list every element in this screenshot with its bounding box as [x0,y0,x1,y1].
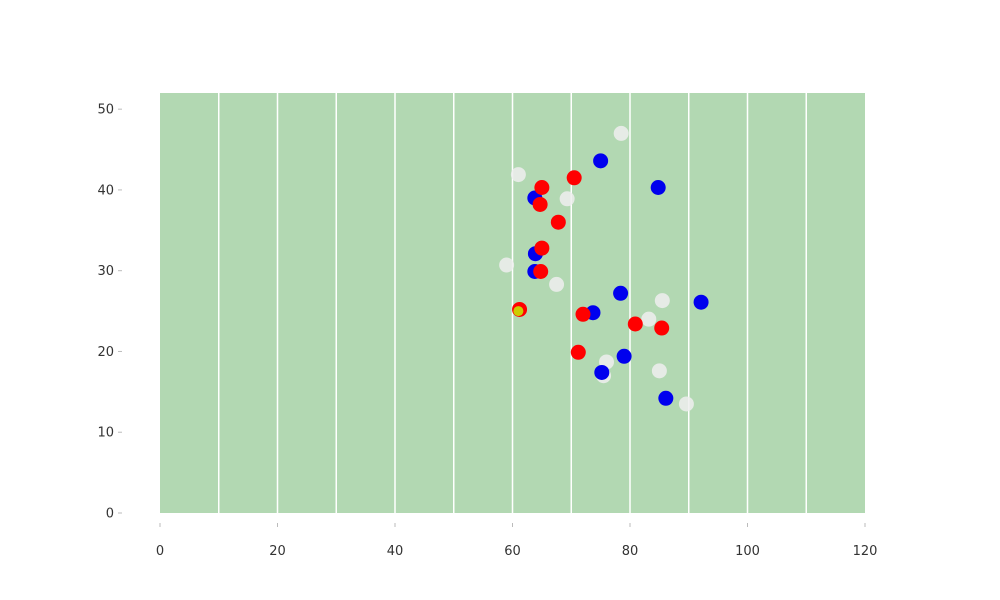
player-point [511,167,526,182]
player-point [534,241,549,256]
player-point [499,258,514,273]
player-point [560,191,575,206]
player-point [617,349,632,364]
player-point [594,365,609,380]
player-point [651,180,666,195]
x-tick-label: 60 [504,544,521,559]
player-point [613,286,628,301]
player-point [571,345,586,360]
y-tick-label: 30 [97,264,114,279]
y-tick-label: 40 [97,183,114,198]
player-point [655,293,670,308]
y-tick-label: 50 [97,103,114,118]
player-point [679,396,694,411]
player-point [654,321,669,336]
player-point [694,295,709,310]
y-axis: 0 10 20 30 40 50 [97,103,122,522]
player-point [549,277,564,292]
x-tick-label: 100 [735,544,760,559]
player-point [551,215,566,230]
y-tick-label: 20 [97,345,114,360]
x-tick-label: 0 [156,544,164,559]
player-point [513,306,523,316]
player-point [658,391,673,406]
x-tick-label: 20 [269,544,286,559]
player-point [567,170,582,185]
x-tick-label: 40 [387,544,404,559]
x-axis: 0 20 40 60 80 100 120 [156,523,878,559]
x-tick-label: 120 [853,544,878,559]
y-tick-label: 0 [106,507,114,522]
player-point [534,180,549,195]
player-point [652,363,667,378]
x-tick-label: 80 [622,544,639,559]
player-point [533,197,548,212]
player-point [614,126,629,141]
player-point [533,264,548,279]
player-point [576,307,591,322]
player-point [593,153,608,168]
player-point [628,317,643,332]
player-point [641,312,656,327]
y-tick-label: 10 [97,426,114,441]
